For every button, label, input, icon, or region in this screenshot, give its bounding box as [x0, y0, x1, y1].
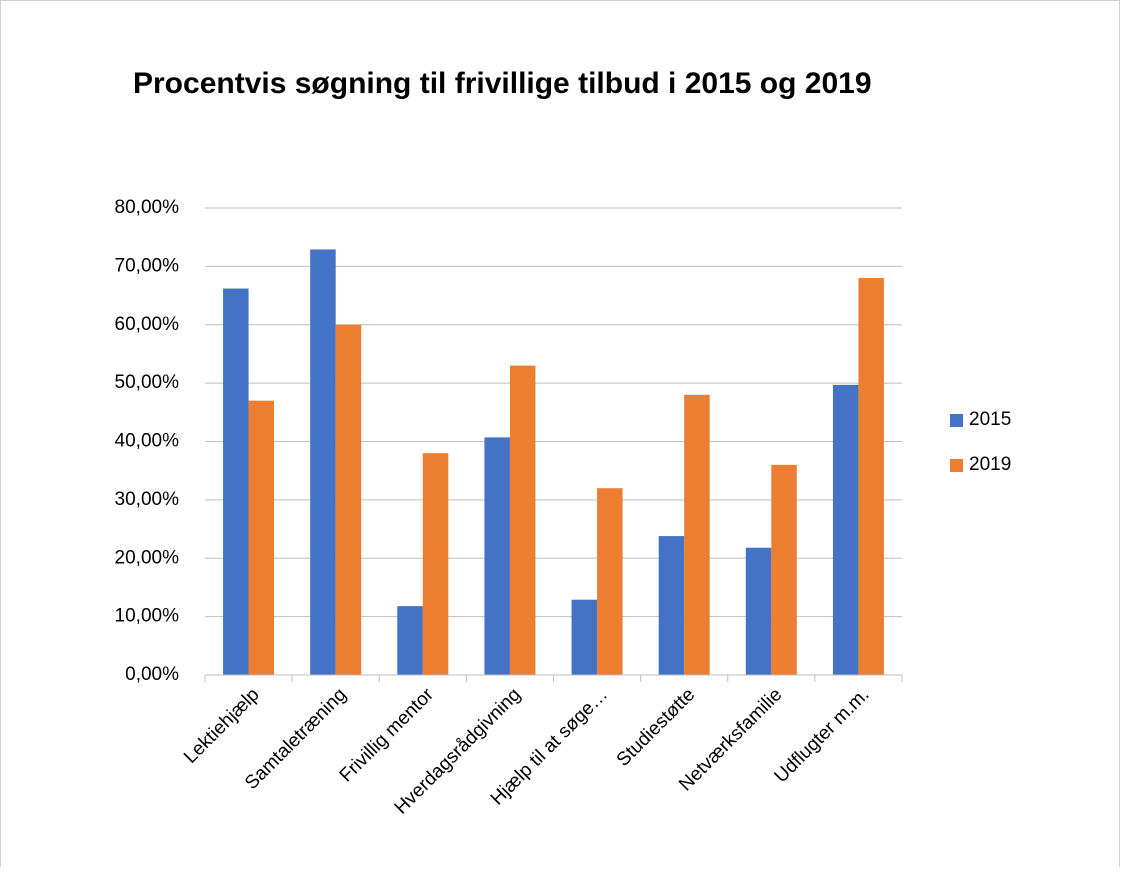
- y-tick-label: 0,00%: [125, 664, 179, 685]
- bar: [397, 606, 423, 675]
- bar: [310, 249, 336, 676]
- bar: [422, 453, 449, 675]
- y-tick-label: 80,00%: [115, 197, 180, 218]
- bar: [223, 288, 249, 675]
- bar: [658, 536, 685, 675]
- bar: [858, 278, 884, 675]
- y-tick-label: 10,00%: [115, 606, 180, 627]
- bar: [335, 324, 362, 675]
- legend-label: 2019: [969, 454, 1011, 475]
- bar: [597, 488, 623, 675]
- bar: [745, 547, 772, 675]
- bar: [684, 394, 710, 675]
- chart-title: Procentvis søgning til frivillige tilbud…: [133, 67, 872, 100]
- y-tick-label: 30,00%: [115, 489, 180, 510]
- legend-label: 2015: [969, 409, 1011, 430]
- y-tick-label: 20,00%: [115, 547, 180, 568]
- y-tick-label: 70,00%: [115, 255, 180, 276]
- bar: [571, 599, 598, 675]
- bar: [248, 400, 275, 675]
- y-tick-label: 50,00%: [115, 372, 180, 393]
- y-tick-label: 40,00%: [115, 431, 180, 452]
- y-tick-label: 60,00%: [115, 314, 180, 335]
- legend-swatch: [950, 414, 963, 427]
- bar: [484, 437, 510, 675]
- legend-swatch: [950, 459, 963, 472]
- bar: [509, 365, 536, 675]
- bar: [771, 464, 797, 675]
- bar: [832, 384, 859, 675]
